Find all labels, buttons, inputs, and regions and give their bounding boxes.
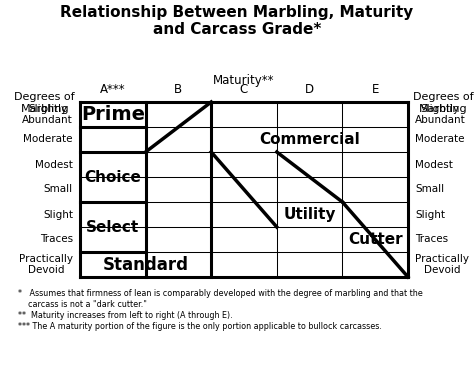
Text: Modest: Modest	[35, 159, 73, 170]
Text: Degrees of
Marbling: Degrees of Marbling	[413, 92, 474, 113]
Text: Traces: Traces	[40, 234, 73, 245]
Text: Practically
Devoid: Practically Devoid	[19, 254, 73, 275]
Text: Slight: Slight	[43, 210, 73, 219]
Text: *** The A maturity portion of the figure is the only portion applicable to bullo: *** The A maturity portion of the figure…	[18, 322, 382, 331]
Text: Slightly
Abundant: Slightly Abundant	[22, 104, 73, 125]
Text: Choice: Choice	[85, 170, 141, 184]
Text: Prime: Prime	[81, 105, 145, 124]
Text: D: D	[305, 83, 314, 96]
Text: **  Maturity increases from left to right (A through E).: ** Maturity increases from left to right…	[18, 311, 233, 320]
Text: C: C	[240, 83, 248, 96]
Text: Select: Select	[86, 219, 140, 234]
Text: carcass is not a "dark cutter.": carcass is not a "dark cutter."	[18, 300, 147, 309]
Text: Modest: Modest	[415, 159, 453, 170]
Text: Small: Small	[415, 184, 444, 195]
Text: Practically
Devoid: Practically Devoid	[415, 254, 469, 275]
Text: Slight: Slight	[415, 210, 445, 219]
Text: *   Assumes that firmness of lean is comparably developed with the degree of mar: * Assumes that firmness of lean is compa…	[18, 289, 423, 298]
Text: Moderate: Moderate	[415, 135, 465, 144]
Text: Small: Small	[44, 184, 73, 195]
Text: Slightly
Abundant: Slightly Abundant	[415, 104, 466, 125]
Text: E: E	[371, 83, 379, 96]
Text: Traces: Traces	[415, 234, 448, 245]
Text: Degrees of
Marbling: Degrees of Marbling	[14, 92, 75, 113]
Text: Utility: Utility	[284, 207, 336, 222]
Text: Standard: Standard	[103, 256, 189, 273]
Text: A***: A***	[100, 83, 125, 96]
Text: Maturity**: Maturity**	[213, 74, 275, 87]
Text: B: B	[174, 83, 182, 96]
Text: Moderate: Moderate	[23, 135, 73, 144]
Text: Commercial: Commercial	[259, 132, 360, 147]
Text: Cutter: Cutter	[348, 232, 402, 247]
Text: Relationship Between Marbling, Maturity
and Carcass Grade*: Relationship Between Marbling, Maturity …	[60, 5, 414, 37]
